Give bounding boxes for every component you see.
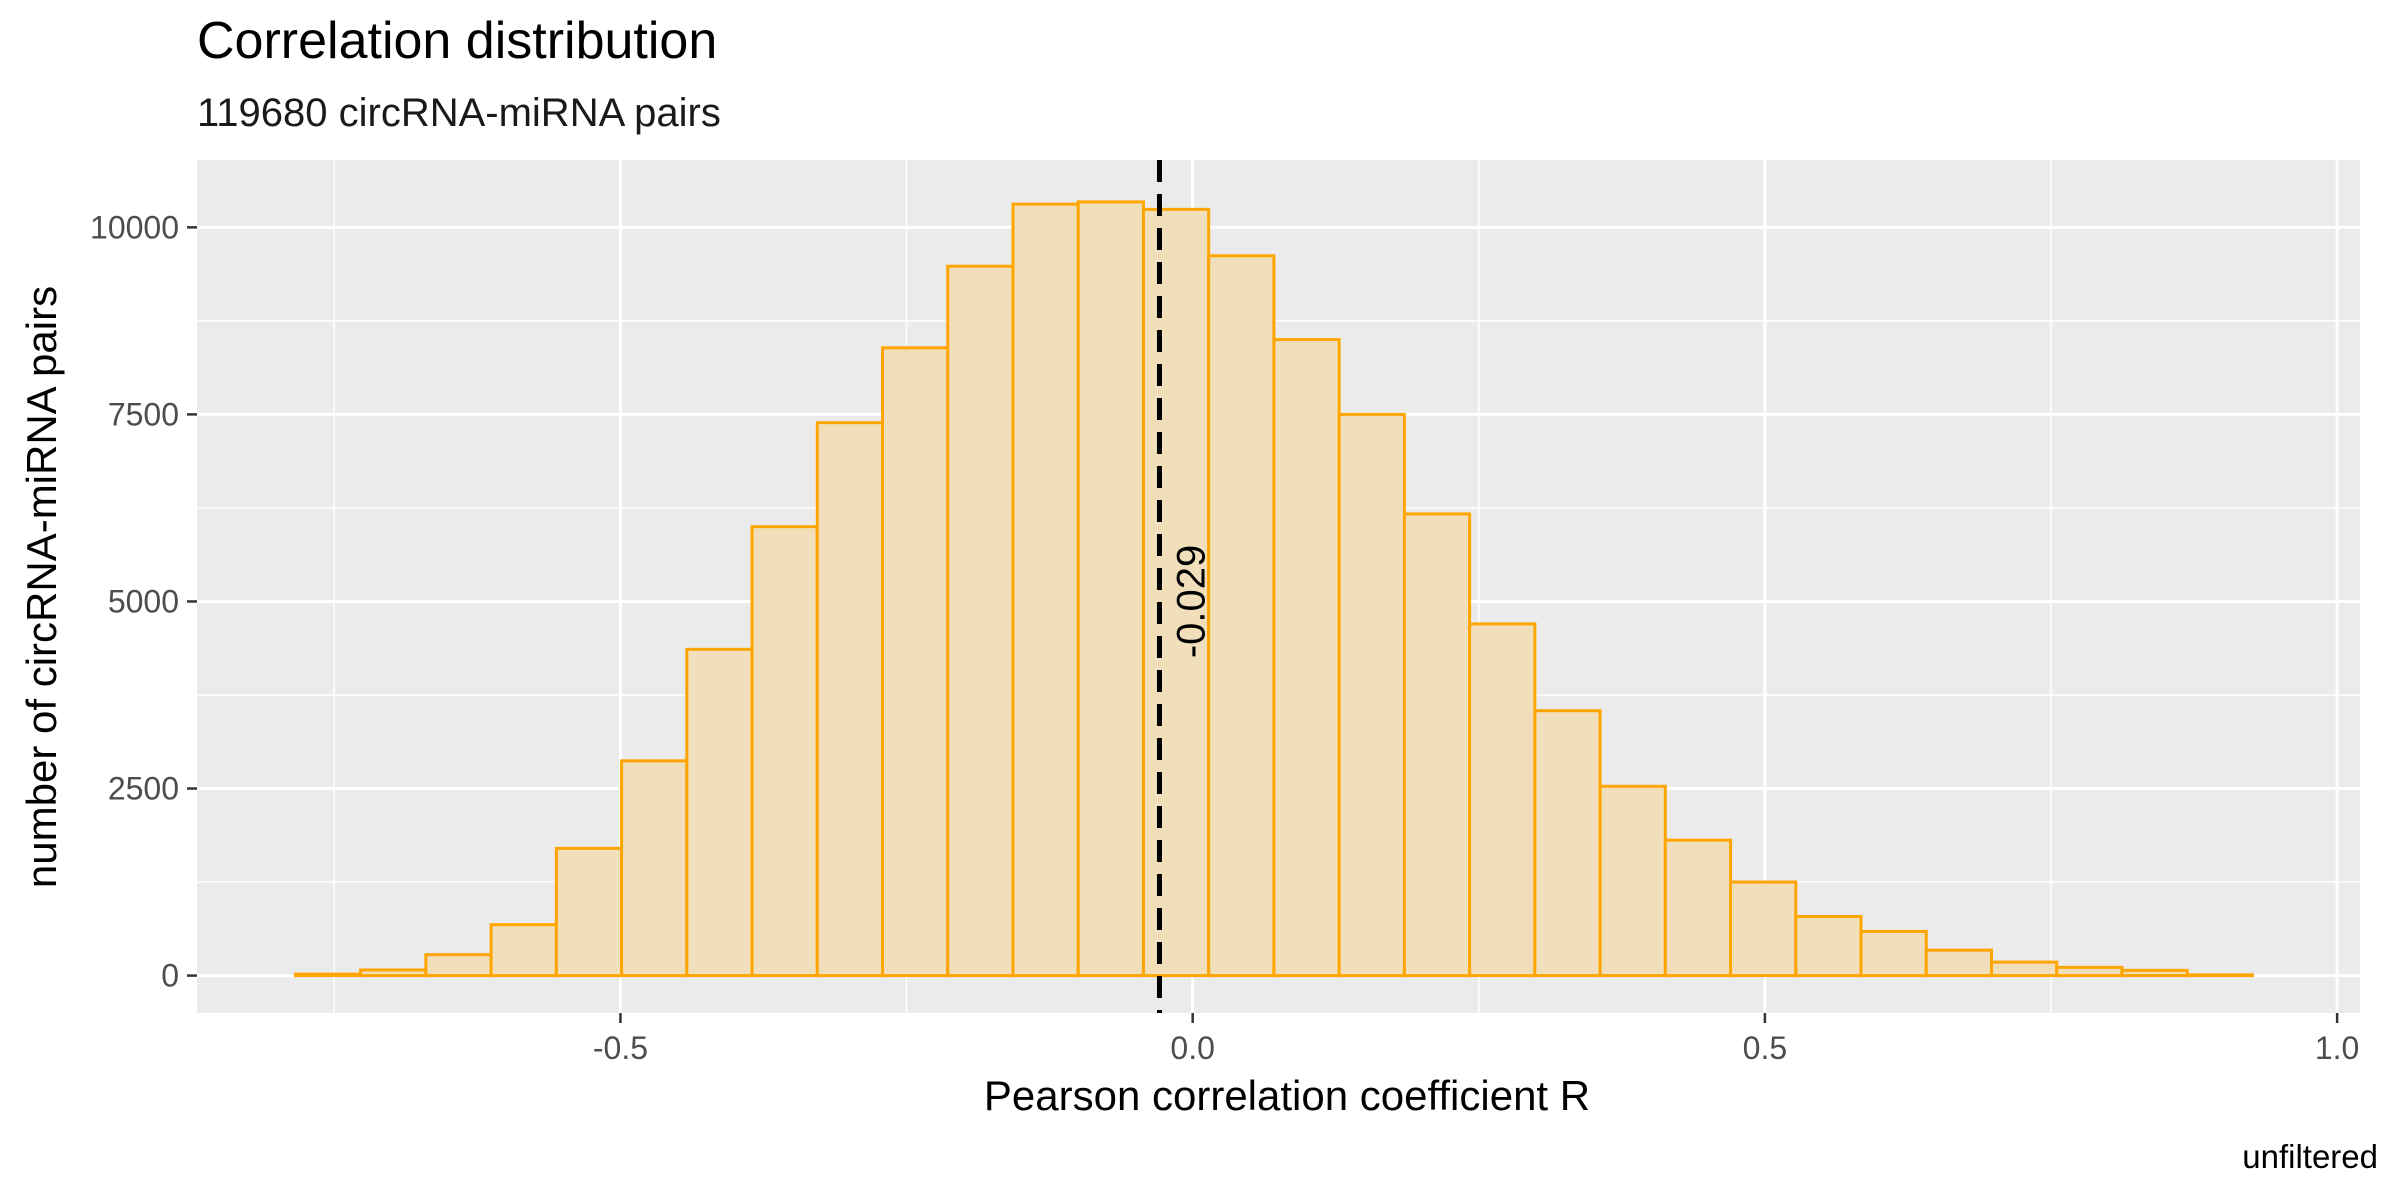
histogram-bar: [489, 923, 558, 978]
histogram-bar: [2055, 965, 2124, 978]
histogram-bar: [1663, 838, 1733, 978]
histogram-bar: [1924, 948, 1993, 978]
histogram-bar: [620, 759, 689, 978]
histogram-bar: [1729, 880, 1798, 978]
histogram-bar: [1859, 929, 1928, 978]
histogram-bar: [2185, 973, 2254, 978]
y-axis-title: number of circRNA-miRNA pairs: [18, 286, 65, 888]
histogram-bar: [1011, 202, 1080, 978]
histogram-bar: [1533, 709, 1602, 978]
y-tick-label: 7500: [108, 396, 179, 432]
histogram-bar: [815, 421, 885, 978]
histogram-bars: [293, 200, 2254, 978]
histogram-bar: [293, 972, 363, 978]
x-tick-label: 1.0: [2315, 1030, 2359, 1066]
histogram-bar: [1076, 200, 1145, 978]
y-tick-label: 2500: [108, 771, 179, 807]
histogram-bar: [1272, 338, 1341, 978]
chart-subtitle: 119680 circRNA-miRNA pairs: [197, 91, 721, 135]
histogram-bar: [1989, 960, 2059, 978]
y-tick-label: 10000: [90, 209, 179, 245]
histogram-bar: [1794, 914, 1863, 978]
chart-title: Correlation distribution: [197, 12, 717, 70]
x-tick-label: -0.5: [593, 1030, 648, 1066]
histogram-bar: [1337, 412, 1406, 978]
histogram-bar: [2120, 968, 2189, 978]
histogram-bar: [424, 953, 493, 978]
histogram-bar: [1468, 622, 1537, 978]
y-tick-label: 0: [161, 958, 179, 994]
histogram-bar: [1402, 512, 1472, 978]
histogram-bar: [1141, 207, 1211, 978]
histogram-bar: [554, 846, 624, 978]
histogram-bar: [685, 647, 754, 978]
histogram-bar: [1207, 254, 1276, 978]
histogram-bar: [946, 264, 1015, 978]
x-axis-ticks: -0.5 0.0 0.5 1.0: [593, 1013, 2359, 1066]
histogram-bar: [881, 346, 950, 978]
mean-line-group: -0.029: [1156, 160, 1213, 1013]
x-tick-label: 0.5: [1743, 1030, 1787, 1066]
mean-line-label: -0.029: [1169, 545, 1213, 658]
histogram-bar: [1598, 784, 1667, 978]
chart-caption: unfiltered: [2242, 1138, 2378, 1175]
y-axis-ticks: 0 2500 5000 7500 10000: [90, 209, 197, 994]
histogram-bar: [750, 525, 819, 978]
x-tick-label: 0.0: [1170, 1030, 1214, 1066]
histogram-bar: [359, 968, 428, 978]
y-tick-label: 5000: [108, 583, 179, 619]
x-axis-title: Pearson correlation coefficient R: [984, 1072, 1590, 1119]
